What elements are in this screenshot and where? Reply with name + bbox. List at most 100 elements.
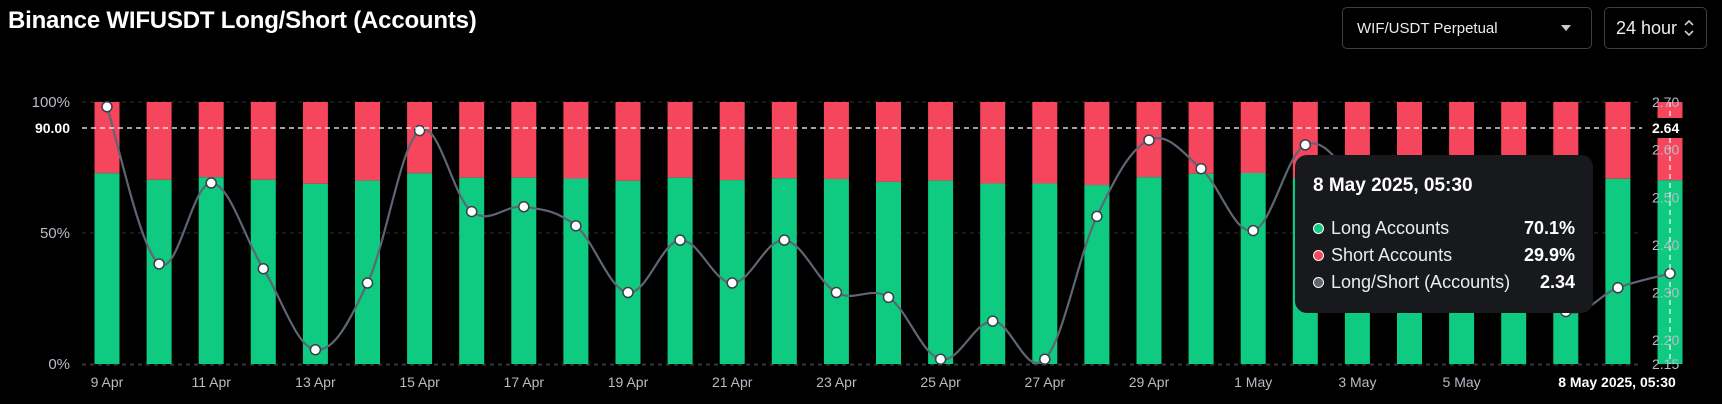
x-tick-label: 29 Apr (1129, 374, 1170, 390)
ratio-point (1612, 282, 1624, 294)
tooltip-value: 2.34 (1539, 272, 1575, 292)
ratio-point (674, 234, 686, 246)
long-bar (1136, 177, 1162, 364)
tooltip-value: 29.9% (1523, 245, 1575, 265)
tooltip-row-short: Short Accounts 29.9% (1313, 242, 1575, 269)
short-bar (615, 102, 641, 181)
x-tick-label: 3 May (1338, 374, 1376, 390)
short-bar (980, 102, 1006, 184)
short-bar (771, 102, 797, 179)
x-tick-label: 27 Apr (1025, 374, 1066, 390)
y-left-tick-label: 0% (48, 356, 70, 373)
sort-updown-icon (1684, 19, 1694, 37)
short-bar (1240, 102, 1266, 174)
short-bar (250, 102, 276, 180)
x-tick-label: 1 May (1234, 374, 1272, 390)
ratio-point (622, 286, 634, 299)
x-tick-label: 23 Apr (816, 374, 857, 390)
y-right-tick-label: 2.30 (1652, 285, 1679, 301)
y-left-tick-label: 100% (32, 94, 70, 111)
period-select-value: 24 hour (1616, 17, 1678, 38)
ratio-point (101, 101, 113, 113)
ratio-point (1039, 353, 1051, 365)
crosshair-x-label-bg (1555, 370, 1683, 394)
crosshair-left-label: 90.00 (35, 120, 70, 136)
x-tick-label: 9 Apr (91, 374, 124, 390)
long-bar (1605, 178, 1631, 364)
ratio-point (361, 277, 374, 289)
y-left-tick-label: 50% (40, 225, 70, 242)
long-bar (719, 180, 745, 364)
y-right-tick-label: 2.15 (1652, 356, 1679, 372)
ratio-point (570, 220, 582, 232)
tooltip-row-ratio: Long/Short (Accounts) 2.34 (1313, 269, 1575, 296)
tooltip-label: Long/Short (Accounts) (1331, 272, 1511, 292)
tooltip-label: Long Accounts (1331, 218, 1450, 238)
long-dot-icon (1313, 223, 1324, 234)
ratio-point (882, 291, 895, 304)
x-tick-label: 17 Apr (504, 374, 545, 390)
long-bar (94, 173, 120, 364)
long-bar (563, 178, 589, 364)
tooltip-value: 70.1% (1523, 218, 1575, 238)
ratio-point (986, 315, 999, 327)
long-bar (302, 183, 328, 364)
ratio-point (830, 286, 843, 299)
y-right-tick-label: 2.40 (1652, 237, 1679, 253)
short-bar (355, 102, 380, 181)
tooltip-row-long: Long Accounts 70.1% (1313, 215, 1575, 242)
y-right-tick-label: 2.70 (1652, 94, 1679, 110)
short-bar (407, 102, 433, 174)
ratio-point (257, 262, 270, 275)
short-bar (511, 102, 537, 178)
long-bar (407, 173, 433, 364)
long-bar (771, 178, 797, 364)
long-bar (1032, 183, 1058, 364)
ratio-point (518, 201, 530, 213)
short-bar (1084, 102, 1110, 186)
x-tick-label: 19 Apr (608, 374, 649, 390)
short-bar (823, 102, 849, 180)
tooltip-label: Short Accounts (1331, 245, 1453, 265)
y-right-tick-label: 2.60 (1652, 142, 1679, 158)
short-bar (667, 102, 693, 178)
ratio-dot-icon (1313, 277, 1324, 288)
market-select[interactable]: WIF/USDT Perpetual (1342, 7, 1592, 49)
long-bar (823, 179, 849, 364)
long-bar (355, 180, 380, 364)
x-tick-label: 11 Apr (191, 374, 231, 390)
long-bar (146, 179, 172, 364)
crosshair-x-label: 8 May 2025, 05:30 (1558, 374, 1676, 390)
long-bar (615, 180, 641, 364)
short-bar (719, 102, 745, 181)
tooltip-title: 8 May 2025, 05:30 (1313, 175, 1473, 196)
ratio-point (465, 205, 478, 218)
market-select-value: WIF/USDT Perpetual (1357, 19, 1498, 37)
short-bar (198, 102, 224, 178)
long-bar (1240, 173, 1266, 364)
ratio-point (1247, 224, 1259, 237)
long-bar (667, 177, 693, 364)
short-dot-icon (1313, 250, 1324, 261)
chevron-down-icon (1561, 25, 1571, 31)
long-bar (1188, 173, 1214, 364)
y-right-tick-label: 2.20 (1652, 332, 1679, 348)
short-bar (563, 102, 589, 179)
short-bar (146, 102, 172, 180)
ratio-point (778, 234, 791, 246)
ratio-point (153, 258, 165, 270)
chart-title: Binance WIFUSDT Long/Short (Accounts) (8, 7, 477, 34)
chart-tooltip: 8 May 2025, 05:30 Long Accounts 70.1% Sh… (1295, 155, 1593, 313)
ratio-point (309, 343, 322, 356)
x-tick-label: 5 May (1443, 374, 1481, 390)
crosshair-right-label: 2.64 (1652, 120, 1679, 136)
period-select[interactable]: 24 hour (1604, 7, 1707, 49)
long-bar (876, 181, 901, 364)
ratio-point (413, 124, 426, 137)
ratio-point (1143, 134, 1155, 146)
long-bar (928, 180, 954, 364)
short-bar (1032, 102, 1058, 184)
x-tick-label: 15 Apr (399, 374, 440, 390)
short-bar (928, 102, 954, 181)
